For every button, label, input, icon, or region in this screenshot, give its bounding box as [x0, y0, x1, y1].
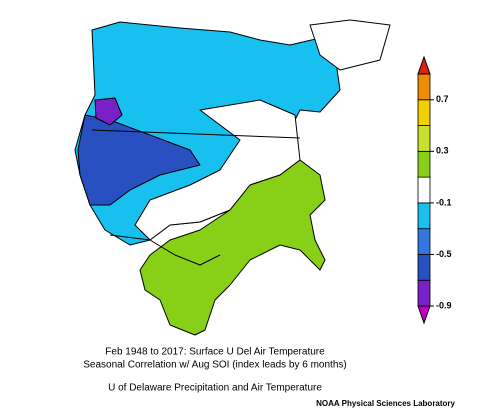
- border: [109, 234, 221, 266]
- border: [91, 129, 301, 139]
- colorbar-segment: [417, 176, 431, 204]
- colorbar-segment: [417, 99, 431, 126]
- colorbar-tick-label: 0.7: [436, 94, 449, 104]
- colorbar-tick-label: -0.9: [436, 300, 452, 310]
- colorbar-arrow: [417, 55, 431, 75]
- region-green: [139, 159, 326, 336]
- colorbar-segment: [417, 150, 431, 178]
- region-blue: [77, 114, 201, 206]
- region-purple: [94, 97, 123, 126]
- colorbar-segment: [417, 228, 431, 255]
- colorbar-segment: [417, 202, 431, 230]
- caption-line: Seasonal Correlation w/ Aug SOI (index l…: [83, 360, 346, 371]
- colorbar-segment: [417, 254, 431, 281]
- colorbar-segment: [417, 125, 431, 152]
- greenland-coast: [309, 19, 391, 71]
- colorbar-arrow: [417, 305, 431, 325]
- colorbar-tick-label: -0.1: [436, 197, 452, 207]
- caption-line: Feb 1948 to 2017: Surface U Del Air Temp…: [105, 347, 325, 358]
- colorbar-tick-label: 0.3: [436, 146, 449, 156]
- colorbar-segment: [417, 279, 431, 307]
- credit: NOAA Physical Sciences Laboratory: [316, 399, 455, 408]
- colorbar-tick-label: -0.5: [436, 249, 452, 259]
- colorbar: 0.7 0.3 -0.1 -0.5 -0.9: [417, 55, 452, 325]
- map: [74, 19, 391, 336]
- colorbar-segment: [417, 73, 431, 101]
- caption-line: U of Delaware Precipitation and Air Temp…: [108, 383, 322, 394]
